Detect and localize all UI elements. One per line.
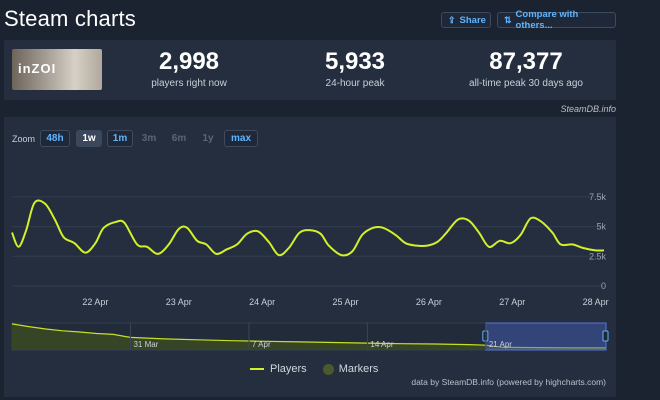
zoom-max-button[interactable]: max [224, 130, 258, 147]
x-tick-label: 27 Apr [499, 297, 525, 307]
legend-item-players[interactable]: Players [270, 363, 307, 375]
x-tick-label: 26 Apr [416, 297, 442, 307]
stat-value: 5,933 [324, 48, 386, 75]
stat-label: all-time peak 30 days ago [469, 78, 583, 89]
game-logo: inZOI [18, 61, 57, 76]
x-tick-label: 24 Apr [249, 297, 275, 307]
zoom-label: Zoom [12, 134, 36, 144]
legend-players-swatch [250, 368, 264, 370]
zoom-48h-button[interactable]: 48h [40, 130, 70, 147]
stat-label: players right now [151, 78, 227, 89]
stat-value: 2,998 [158, 48, 220, 75]
navigator-handle-right [602, 330, 609, 342]
navigator-selection [485, 322, 607, 351]
y-axis-ticks: 0 2.5k 5k 7.5k [589, 192, 607, 291]
navigator: 31 Mar 7 Apr 14 Apr 21 Apr [11, 322, 609, 351]
zoom-3m-button[interactable]: 3m [141, 133, 157, 144]
stat-current-players: 2,998 players right now [119, 48, 259, 89]
navigator-area [12, 323, 606, 350]
share-button-label: Share [459, 14, 486, 26]
stats-panel: inZOI 2,998 players right now 5,933 24-h… [4, 40, 616, 100]
navigator-tick-label: 31 Mar [133, 340, 158, 349]
compare-button-label: Compare with others... [515, 9, 579, 31]
x-tick-label: 25 Apr [333, 297, 359, 307]
navigator-line [11, 323, 606, 349]
y-tick-label: 0 [601, 281, 606, 291]
x-tick-label: 23 Apr [166, 297, 192, 307]
steamdb-credit: SteamDB.info [560, 104, 616, 114]
stat-label: 24-hour peak [325, 78, 385, 89]
share-button[interactable]: ⇪ Share [441, 12, 491, 28]
zoom-1y-button[interactable]: 1y [202, 133, 214, 144]
stat-24h-peak: 5,933 24-hour peak [285, 48, 425, 89]
zoom-1w-button[interactable]: 1w [76, 130, 102, 147]
page-title: Steam charts [4, 6, 137, 31]
chart-footer-credit: data by SteamDB.info (powered by highcha… [411, 377, 606, 387]
navigator-tick-label: 21 Apr [489, 340, 512, 349]
x-tick-label: 22 Apr [82, 297, 108, 307]
y-tick-label: 2.5k [589, 251, 607, 261]
y-tick-label: 7.5k [589, 192, 607, 202]
legend-item-markers[interactable]: Markers [338, 363, 379, 375]
players-chart[interactable]: 0 2.5k 5k 7.5k 22 Apr 23 Apr 24 Apr 25 Apr 26 A… [4, 117, 616, 357]
game-thumbnail[interactable]: inZOI [12, 49, 102, 90]
chart-legend: Players Markers [250, 363, 378, 375]
x-axis-ticks: 22 Apr 23 Apr 24 Apr 25 Apr 26 Apr 27 Apr 28 A… [82, 297, 608, 307]
stat-all-time-peak: 87,377 all-time peak 30 days ago [456, 48, 596, 89]
stat-value: 87,377 [489, 48, 563, 75]
x-tick-label: 28 Apr [583, 297, 609, 307]
zoom-1m-button[interactable]: 1m [107, 130, 133, 147]
share-icon: ⇪ [448, 14, 456, 25]
legend-markers-swatch [322, 363, 334, 375]
y-tick-label: 5k [596, 222, 606, 232]
players-series-line [11, 199, 605, 257]
chart-gridlines [12, 196, 602, 287]
compare-icon: ⇅ [504, 14, 512, 25]
navigator-tick-label: 7 Apr [252, 340, 271, 349]
zoom-6m-button[interactable]: 6m [171, 133, 187, 144]
navigator-tick-label: 14 Apr [370, 340, 393, 349]
chart-panel: Zoom 48h 1w 1m 3m 6m 1y max 0 2.5k 5k 7.5k … [4, 117, 616, 397]
compare-button[interactable]: ⇅ Compare with others... [497, 9, 616, 31]
